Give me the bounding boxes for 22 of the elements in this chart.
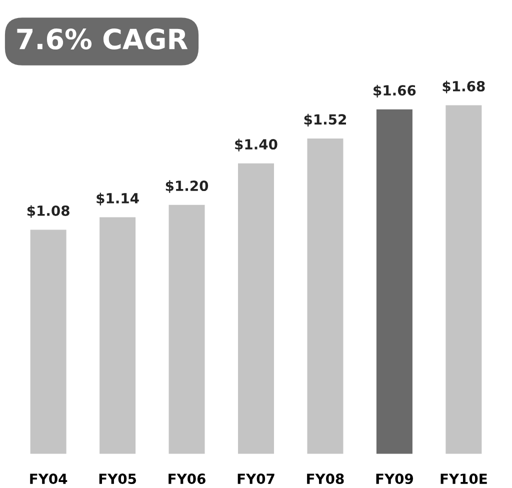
x-tick-label: FY07 [238,474,274,484]
x-tick-label: FY09 [376,474,414,484]
data-label: $1.66 [374,84,416,98]
bar [376,109,412,454]
bar [100,217,136,454]
bar [30,230,66,454]
data-label: $1.68 [442,80,485,94]
data-label: $1.14 [96,192,139,206]
data-label: $1.52 [304,114,346,127]
bar [446,105,482,454]
bar [238,163,274,454]
bar [168,204,205,454]
data-label: $1.20 [166,180,208,193]
bar [307,138,344,454]
x-tick-label: FY08 [307,474,344,484]
x-tick-label: FY10E [440,474,487,484]
x-tick-label: FY04 [30,474,68,484]
x-tick-label: FY06 [168,474,206,484]
data-label: $1.40 [235,138,278,152]
text: 7.6% CAGR [17,28,188,50]
x-tick-label: FY05 [99,474,136,484]
data-label: $1.08 [27,205,70,218]
